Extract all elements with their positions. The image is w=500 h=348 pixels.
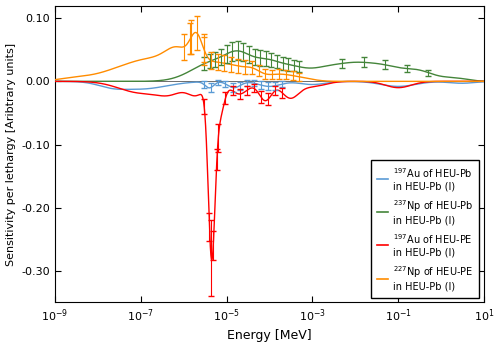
X-axis label: Energy [MeV]: Energy [MeV] <box>227 330 312 342</box>
Legend: $^{197}$Au of HEU-Pb
in HEU-Pb (I), $^{237}$Np of HEU-Pb
in HEU-Pb (I), $^{197}$: $^{197}$Au of HEU-Pb in HEU-Pb (I), $^{2… <box>371 160 480 298</box>
Y-axis label: Sensitivity per lethargy [Aribtrary units]: Sensitivity per lethargy [Aribtrary unit… <box>6 42 16 266</box>
